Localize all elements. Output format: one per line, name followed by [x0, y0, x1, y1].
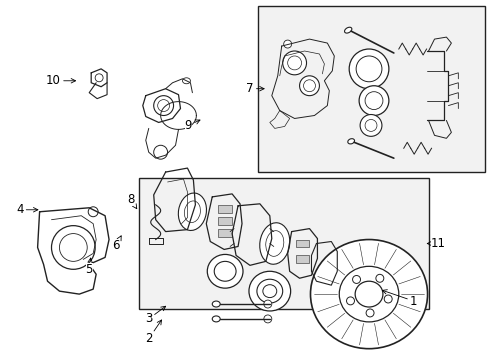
Circle shape — [348, 49, 388, 89]
Text: 8: 8 — [127, 193, 137, 209]
Ellipse shape — [212, 316, 220, 322]
Ellipse shape — [182, 78, 190, 84]
Text: 2: 2 — [145, 320, 161, 345]
Ellipse shape — [212, 301, 220, 307]
Bar — [218, 217, 232, 225]
Text: 5: 5 — [85, 258, 93, 276]
Circle shape — [352, 275, 360, 283]
Ellipse shape — [256, 279, 282, 303]
Ellipse shape — [339, 266, 398, 322]
Ellipse shape — [178, 193, 206, 230]
Circle shape — [51, 226, 95, 269]
Circle shape — [346, 297, 354, 305]
Bar — [295, 239, 309, 247]
Circle shape — [264, 315, 271, 323]
Text: 4: 4 — [16, 203, 38, 216]
Circle shape — [264, 300, 271, 308]
Bar — [139, 178, 427, 309]
Ellipse shape — [354, 281, 382, 307]
Circle shape — [375, 274, 383, 282]
Circle shape — [283, 40, 291, 48]
Ellipse shape — [207, 255, 243, 288]
Circle shape — [153, 96, 173, 116]
Text: 6: 6 — [112, 236, 121, 252]
Ellipse shape — [347, 139, 354, 144]
Circle shape — [366, 309, 373, 317]
Circle shape — [359, 114, 381, 136]
Circle shape — [153, 145, 167, 159]
Text: 9: 9 — [184, 119, 200, 132]
Ellipse shape — [214, 261, 236, 281]
Text: 7: 7 — [245, 82, 264, 95]
Ellipse shape — [259, 223, 289, 264]
Circle shape — [282, 51, 306, 75]
Text: 3: 3 — [145, 306, 165, 325]
Circle shape — [88, 207, 98, 217]
Bar — [218, 229, 232, 237]
Ellipse shape — [344, 27, 351, 33]
Text: 1: 1 — [382, 290, 417, 307]
Ellipse shape — [310, 239, 427, 349]
Ellipse shape — [248, 271, 290, 311]
Bar — [257, 6, 484, 172]
Circle shape — [95, 74, 103, 82]
Bar — [295, 255, 309, 264]
Text: 11: 11 — [427, 237, 445, 250]
Ellipse shape — [263, 285, 276, 298]
Text: 10: 10 — [46, 74, 76, 87]
Circle shape — [358, 86, 388, 116]
Bar — [218, 205, 232, 213]
Circle shape — [384, 295, 391, 303]
Circle shape — [299, 76, 319, 96]
